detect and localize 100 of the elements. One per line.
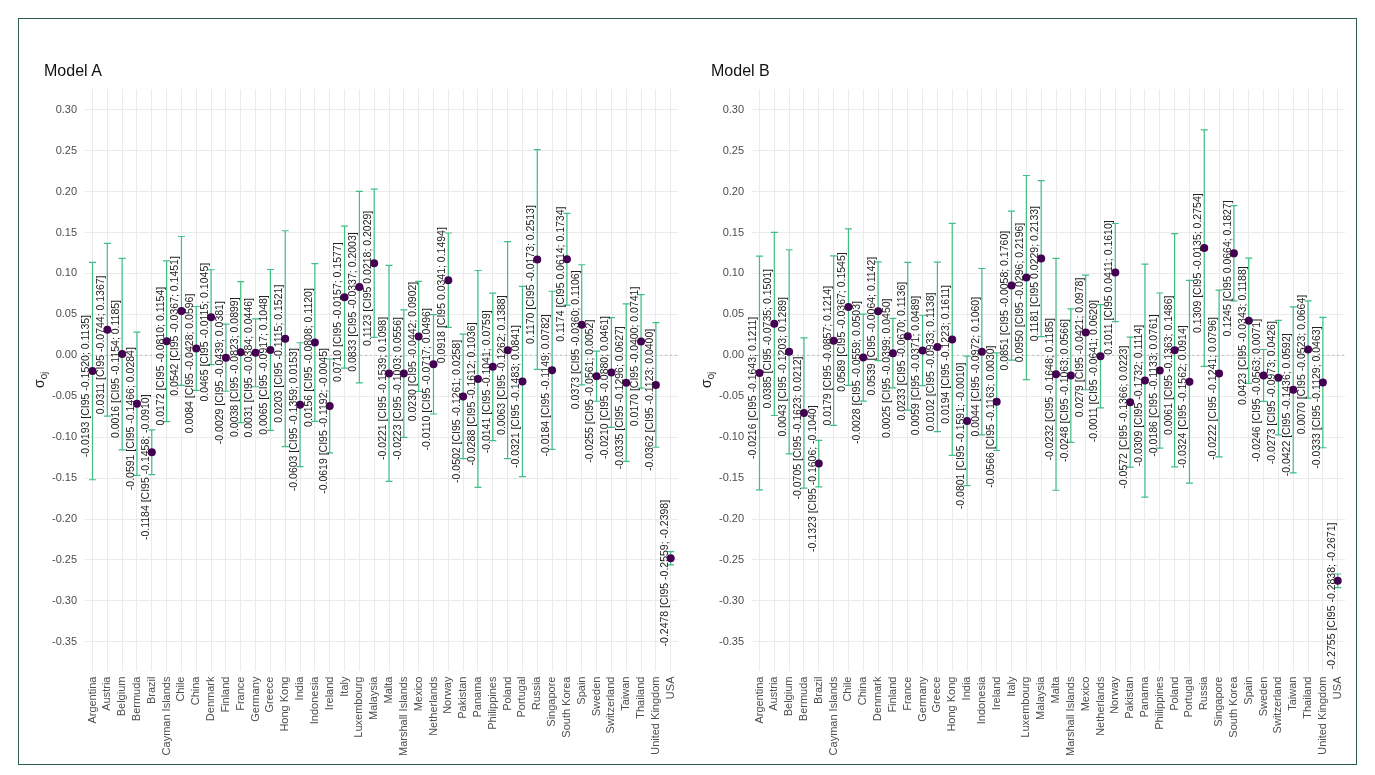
x-tick-label: Norway: [1108, 676, 1121, 714]
x-tick-label: Brazil: [811, 676, 824, 705]
x-tick-label: Ireland: [322, 676, 335, 711]
x-tick-label: Philippines: [1152, 676, 1165, 730]
data-label: -0.0422 [CI95 -0.1436; 0.0592]: [1280, 333, 1293, 477]
x-tick-label: India: [293, 675, 306, 701]
data-label: -0.0248 [CI95 -0.1063; 0.0566]: [1057, 319, 1070, 463]
data-label: -0.0221 [CI95 -0.1539; 0.1098]: [375, 316, 388, 460]
x-tick-label: Cayman Islands: [826, 676, 839, 756]
data-label: 0.0025 [CI95 -0.0399; 0.0450]: [879, 298, 892, 439]
x-tick-label: Mexico: [411, 676, 424, 712]
y-tick-label: -0.35: [718, 634, 745, 647]
data-label: -0.0591 [CI95 -0.1466; 0.0284]: [123, 347, 136, 491]
x-tick-label: Germany: [915, 676, 928, 722]
data-label: 0.0044 [CI95 -0.0972; 0.1060]: [968, 296, 981, 437]
y-tick-label: -0.10: [718, 430, 745, 443]
y-tick-label: -0.05: [718, 389, 745, 402]
data-label: -0.1184 [CI95 -0.1458; -0.0910]: [138, 394, 151, 541]
x-tick-label: Switzerland: [1271, 676, 1284, 734]
x-tick-label: Sweden: [1256, 676, 1269, 717]
x-tick-label: Sweden: [589, 676, 602, 717]
data-label: -0.0110 [CI95 -0.0717; 0.0496]: [420, 308, 433, 451]
x-tick-label: China: [189, 675, 202, 706]
x-tick-label: USA: [663, 675, 676, 700]
data-label: -0.0011 [CI95 -0.0641; 0.0620]: [1087, 300, 1100, 443]
y-tick-label: -0.25: [718, 553, 745, 566]
data-label: -0.2478 [CI95 -0.2559; -0.2398]: [657, 499, 670, 647]
data-label: 0.1174 [CI95 0.0614; 0.1734]: [553, 206, 566, 342]
data-label: -0.0223 [CI95 -0.1003; 0.0556]: [390, 316, 403, 461]
x-tick-label: Austria: [100, 675, 113, 711]
data-label: 0.0311 [CI95 -0.0744; 0.1367]: [94, 275, 107, 415]
x-tick-label: Poland: [1167, 676, 1180, 711]
x-tick-label: USA: [1330, 675, 1343, 700]
data-label: 0.0918 [CI95 0.0341; 0.1494]: [435, 227, 448, 364]
data-label: 0.0102 [CI95 -0.0933; 0.1138]: [924, 292, 937, 432]
x-tick-label: Norway: [441, 676, 454, 714]
y-axis-title: σ0j: [697, 371, 716, 388]
y-tick-label: -0.30: [718, 593, 745, 606]
x-tick-label: South Korea: [1226, 675, 1239, 738]
x-tick-label: Germany: [248, 676, 261, 722]
x-tick-label: Panama: [1137, 675, 1150, 718]
x-tick-label: Thailand: [634, 676, 647, 719]
y-tick-label: -0.30: [51, 593, 78, 606]
data-label: 0.0043 [CI95 -0.1203; 0.1289]: [776, 296, 789, 437]
x-tick-label: Russia: [1197, 675, 1210, 711]
data-label: 0.0539 [CI95 -0.0064; 0.1142]: [864, 256, 877, 396]
y-tick-label: 0.30: [722, 102, 745, 115]
y-tick-label: -0.15: [51, 471, 78, 484]
x-tick-label: Hong Kong: [945, 676, 958, 732]
data-label: -0.0029 [CI95 -0.0439; 0.0381]: [212, 301, 225, 445]
data-label: 0.1245 [CI95 0.0664; 0.1827]: [1220, 200, 1233, 337]
y-tick-label: -0.15: [718, 471, 745, 484]
data-label: 0.0233 [CI95 -0.0670; 0.1136]: [894, 281, 907, 421]
y-tick-label: 0.25: [722, 143, 745, 156]
y-tick-label: 0.00: [55, 348, 78, 361]
x-tick-label: Netherlands: [1093, 676, 1106, 736]
x-tick-label: Switzerland: [604, 676, 617, 734]
x-tick-label: Malaysia: [1034, 675, 1047, 720]
data-label: 0.1181 [CI95 0.0229; 0.2133]: [1028, 205, 1041, 342]
data-label: -0.0255 [CI95 -0.0561; 0.0052]: [583, 319, 596, 463]
x-tick-label: Pakistan: [1123, 676, 1136, 719]
data-label: 0.0156 [CI95 -0.0808; 0.1120]: [301, 288, 314, 427]
data-label: 0.0373 [CI95 -0.0360; 0.1106]: [568, 270, 581, 410]
y-tick-label: 0.20: [722, 184, 745, 197]
x-tick-label: India: [960, 675, 973, 701]
x-tick-label: Austria: [767, 675, 780, 711]
data-label: 0.0172 [CI95 -0.0810; 0.1154]: [153, 286, 166, 426]
x-tick-label: Argentina: [85, 675, 98, 724]
data-label: -0.0246 [CI95 -0.0563; 0.0071]: [1250, 318, 1263, 462]
data-label: -0.0572 [CI95 -0.1366; 0.0223]: [1117, 345, 1130, 489]
data-label: 0.0465 [CI95 -0.0115; 0.1045]: [197, 262, 210, 402]
x-tick-label: South Korea: [559, 675, 572, 738]
data-label: -0.0288 [CI95 -0.1612; 0.1036]: [464, 322, 477, 466]
x-tick-label: Singapore: [1212, 676, 1225, 727]
y-tick-label: 0.05: [55, 307, 78, 320]
x-tick-label: Indonesia: [974, 675, 987, 725]
data-label: 0.0038 [CI95 -0.0823; 0.0899]: [227, 297, 240, 437]
x-tick-label: Greece: [263, 676, 276, 713]
data-label: -0.0603 [CI95 -0.1359; 0.0153]: [286, 348, 299, 492]
data-label: 0.0059 [CI95 -0.0371; 0.0489]: [909, 295, 922, 436]
x-tick-label: Finland: [218, 676, 231, 713]
x-tick-label: Spain: [1241, 676, 1254, 705]
data-label: 0.1309 [CI95 -0.0135; 0.2754]: [1191, 193, 1204, 333]
x-tick-label: Panama: [470, 675, 483, 718]
data-label: -0.0309 [CI95 -0.1732; 0.1114]: [1131, 324, 1144, 467]
data-label: -0.1323 [CI95 -0.1606; -0.1040]: [805, 405, 818, 552]
data-label: 0.1011 [CI95 0.0411; 0.1610]: [1102, 220, 1115, 355]
y-tick-label: 0.15: [55, 225, 78, 238]
data-label: -0.0801 [CI95 -0.1591; -0.0010]: [953, 362, 966, 510]
y-tick-label: -0.35: [51, 634, 78, 647]
data-label: 0.0203 [CI95 -0.1115; 0.1521]: [272, 284, 285, 423]
data-label: -0.0705 [CI95 -0.1623; 0.0212]: [790, 356, 803, 500]
data-label: 0.0279 [CI95 -0.0421; 0.0978]: [1072, 277, 1085, 418]
x-tick-label: Chile: [841, 676, 854, 702]
x-tick-label: Thailand: [1301, 676, 1314, 719]
x-tick-label: France: [900, 676, 913, 711]
y-tick-label: -0.25: [51, 553, 78, 566]
x-tick-label: Belgium: [782, 676, 795, 717]
x-tick-label: Bermuda: [796, 675, 809, 722]
data-label: -0.0210 [CI95 -0.0880; 0.0461]: [598, 315, 611, 460]
